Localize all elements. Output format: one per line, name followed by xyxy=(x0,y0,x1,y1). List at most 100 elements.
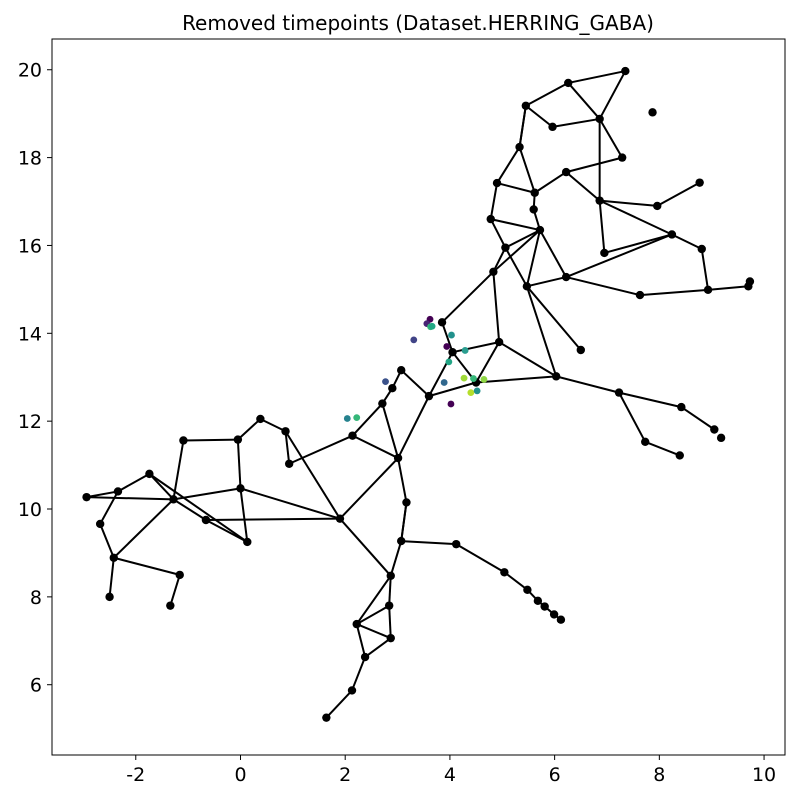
removed-point xyxy=(480,376,488,383)
graph-edge xyxy=(351,656,367,691)
graph-edge xyxy=(239,488,249,543)
graph-edge xyxy=(381,403,400,459)
graph-node xyxy=(233,435,243,444)
graph-edge xyxy=(117,472,150,493)
graph-edge xyxy=(113,498,175,559)
graph-node xyxy=(448,347,457,357)
graph-edge xyxy=(475,341,500,383)
graph-edge xyxy=(428,381,477,398)
graph-edge xyxy=(388,575,392,606)
graph-edge xyxy=(498,341,557,378)
removed-point xyxy=(473,387,481,395)
graph-node xyxy=(105,592,114,602)
graph-node xyxy=(533,596,543,606)
graph-edge xyxy=(99,523,115,559)
graph-edge xyxy=(568,70,626,84)
removed-point xyxy=(343,415,351,422)
removed-point xyxy=(448,331,455,339)
y-tick-label: 20 xyxy=(18,60,42,82)
graph-node xyxy=(529,205,538,214)
graph-edge xyxy=(489,182,499,220)
graph-edge xyxy=(86,490,119,499)
graph-node xyxy=(600,248,609,258)
graph-edge xyxy=(284,431,291,464)
graph-node xyxy=(614,388,624,397)
graph-node xyxy=(617,153,627,162)
graph-edge xyxy=(552,117,600,128)
graph-edge xyxy=(539,229,568,278)
graph-node xyxy=(551,372,561,381)
graph-node xyxy=(641,437,650,447)
graph-node xyxy=(95,519,105,529)
graph-edge xyxy=(526,276,567,288)
graph-edge xyxy=(441,321,454,353)
graph-node xyxy=(561,167,571,177)
graph-node xyxy=(621,66,630,76)
graph-edge xyxy=(205,517,340,521)
graph-node xyxy=(348,431,357,440)
graph-edge xyxy=(389,540,403,577)
graph-edge xyxy=(288,434,353,465)
y-tick-label: 12 xyxy=(18,411,42,433)
graph-node xyxy=(175,570,184,580)
graph-node xyxy=(109,553,118,562)
plot-frame xyxy=(51,38,786,756)
graph-edge xyxy=(700,248,710,290)
graph-edge xyxy=(490,218,541,232)
graph-node xyxy=(378,399,387,408)
graph-node xyxy=(667,230,677,239)
x-axis: -2 0 2 4 6 8 10 xyxy=(126,755,776,786)
x-tick-label: 8 xyxy=(653,764,665,786)
graph-edge xyxy=(172,440,185,500)
graph-node xyxy=(384,601,394,610)
graph-node xyxy=(697,244,706,254)
graph-node xyxy=(489,267,498,277)
graph-edge xyxy=(356,604,390,625)
graph-edge xyxy=(205,519,248,543)
graph-node xyxy=(595,114,604,124)
graph-edge xyxy=(489,218,507,249)
graph-node xyxy=(494,337,504,347)
removed-point xyxy=(460,374,468,382)
graph-node xyxy=(256,414,265,424)
y-tick-label: 8 xyxy=(30,587,42,609)
graph-edge xyxy=(169,574,181,606)
graph-edge xyxy=(355,623,367,658)
graph-edge xyxy=(400,502,408,542)
graph-edge xyxy=(492,229,541,273)
graph-node xyxy=(522,282,532,291)
y-axis: 6 8 10 12 14 16 18 20 xyxy=(18,60,52,697)
graph-edges xyxy=(86,70,749,719)
graph-edge xyxy=(504,247,528,287)
graph-edge xyxy=(113,556,181,576)
removed-point xyxy=(467,389,475,397)
graph-node xyxy=(548,122,557,132)
graph-node xyxy=(113,487,123,496)
graph-edge xyxy=(237,418,262,441)
graph-edge xyxy=(503,571,529,591)
graph-edge xyxy=(339,457,399,520)
graph-edge xyxy=(496,146,521,184)
removed-point xyxy=(445,358,453,366)
x-tick-label: 2 xyxy=(339,764,351,786)
graph-node xyxy=(500,568,509,577)
graph-edge xyxy=(183,438,238,442)
graph-edge xyxy=(492,271,501,343)
graph-edge xyxy=(518,146,536,194)
y-tick-label: 6 xyxy=(30,675,42,697)
graph-node xyxy=(437,318,447,327)
graph-node xyxy=(745,277,755,286)
graph-edge xyxy=(598,200,606,254)
graph-edge xyxy=(284,430,341,520)
graph-edge xyxy=(476,375,557,384)
graph-node xyxy=(347,686,357,695)
graph-node xyxy=(564,78,573,88)
graph-node xyxy=(360,652,370,662)
graph-edge xyxy=(604,233,673,254)
graph-edge xyxy=(86,496,174,501)
graph-edge xyxy=(525,229,541,287)
graph-edge xyxy=(351,402,384,437)
graph-node xyxy=(386,633,395,643)
removed-point xyxy=(443,343,451,350)
graph-edge xyxy=(492,247,507,273)
